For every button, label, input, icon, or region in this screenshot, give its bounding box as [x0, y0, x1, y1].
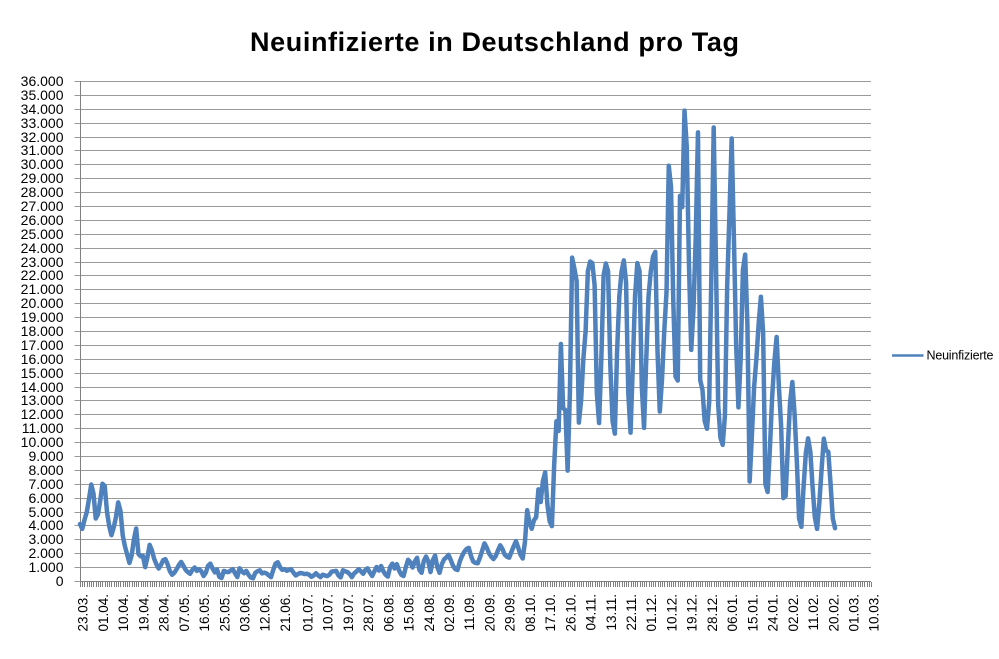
svg-text:23.03.: 23.03. — [76, 594, 91, 632]
svg-text:13.11.: 13.11. — [604, 594, 619, 631]
svg-text:26.000: 26.000 — [21, 212, 64, 228]
svg-text:27.000: 27.000 — [21, 198, 64, 214]
svg-text:0: 0 — [56, 573, 64, 589]
svg-text:20.000: 20.000 — [21, 295, 64, 311]
svg-text:30.000: 30.000 — [21, 156, 64, 172]
svg-text:Neuinfizierte in Deutschland p: Neuinfizierte in Deutschland pro Tag — [250, 27, 739, 57]
svg-text:32.000: 32.000 — [21, 129, 64, 145]
svg-text:16.05.: 16.05. — [197, 594, 212, 632]
svg-text:25.000: 25.000 — [21, 226, 64, 242]
svg-text:15.000: 15.000 — [21, 365, 64, 381]
svg-text:17.000: 17.000 — [21, 337, 64, 353]
svg-text:01.07.: 01.07. — [300, 594, 315, 632]
svg-text:28.04.: 28.04. — [157, 594, 172, 632]
svg-text:19.000: 19.000 — [21, 309, 64, 325]
svg-text:28.07.: 28.07. — [361, 594, 376, 632]
svg-text:16.000: 16.000 — [21, 351, 64, 367]
svg-text:24.08.: 24.08. — [422, 594, 437, 632]
svg-text:26.10.: 26.10. — [563, 594, 578, 632]
svg-text:3.000: 3.000 — [28, 531, 63, 547]
svg-text:11.09.: 11.09. — [462, 594, 477, 631]
svg-text:21.06.: 21.06. — [278, 594, 293, 632]
svg-text:15.08.: 15.08. — [402, 594, 417, 632]
svg-text:2.000: 2.000 — [28, 545, 63, 561]
svg-text:08.10.: 08.10. — [523, 594, 538, 632]
svg-text:36.000: 36.000 — [21, 73, 64, 89]
svg-text:02.02.: 02.02. — [786, 594, 801, 632]
svg-text:19.07.: 19.07. — [341, 594, 356, 632]
svg-text:23.000: 23.000 — [21, 254, 64, 270]
svg-text:29.09.: 29.09. — [503, 594, 518, 632]
svg-text:21.000: 21.000 — [21, 281, 64, 297]
svg-text:13.000: 13.000 — [21, 392, 64, 408]
svg-text:14.000: 14.000 — [21, 379, 64, 395]
svg-text:10.03.: 10.03. — [867, 594, 882, 632]
svg-text:24.000: 24.000 — [21, 240, 64, 256]
svg-text:9.000: 9.000 — [28, 448, 63, 464]
svg-text:5.000: 5.000 — [28, 504, 63, 520]
svg-text:18.000: 18.000 — [21, 323, 64, 339]
svg-text:4.000: 4.000 — [28, 517, 63, 533]
svg-text:12.06.: 12.06. — [258, 594, 273, 632]
svg-text:10.04.: 10.04. — [116, 594, 131, 632]
svg-text:28.12.: 28.12. — [705, 594, 720, 632]
svg-text:33.000: 33.000 — [21, 115, 64, 131]
svg-text:11.000: 11.000 — [22, 420, 64, 436]
svg-text:1.000: 1.000 — [28, 559, 63, 575]
svg-text:25.05.: 25.05. — [217, 594, 232, 632]
svg-text:29.000: 29.000 — [21, 170, 64, 186]
svg-text:20.02.: 20.02. — [826, 594, 841, 632]
svg-text:28.000: 28.000 — [21, 184, 64, 200]
svg-text:01.12.: 01.12. — [644, 594, 659, 632]
svg-text:01.04.: 01.04. — [96, 594, 111, 632]
svg-text:34.000: 34.000 — [21, 101, 64, 117]
svg-text:22.11.: 22.11. — [624, 594, 639, 631]
svg-text:19.12.: 19.12. — [685, 594, 700, 632]
svg-text:07.05.: 07.05. — [177, 594, 192, 632]
svg-text:24.01.: 24.01. — [766, 594, 781, 632]
svg-text:04.11.: 04.11. — [584, 594, 599, 631]
svg-text:10.07.: 10.07. — [321, 594, 336, 632]
svg-text:12.000: 12.000 — [21, 406, 64, 422]
svg-text:17.10.: 17.10. — [543, 594, 558, 632]
svg-text:11.02.: 11.02. — [806, 594, 821, 631]
svg-text:20.09.: 20.09. — [482, 594, 497, 632]
svg-text:35.000: 35.000 — [21, 87, 64, 103]
svg-text:02.09.: 02.09. — [442, 594, 457, 632]
svg-text:06.08.: 06.08. — [381, 594, 396, 632]
svg-text:7.000: 7.000 — [28, 476, 63, 492]
svg-text:22.000: 22.000 — [21, 267, 64, 283]
svg-text:31.000: 31.000 — [21, 142, 64, 158]
svg-text:03.06.: 03.06. — [238, 594, 253, 632]
svg-text:01.03.: 01.03. — [846, 594, 861, 632]
svg-text:19.04.: 19.04. — [136, 594, 151, 632]
svg-text:10.12.: 10.12. — [664, 594, 679, 632]
svg-text:06.01.: 06.01. — [725, 594, 740, 632]
svg-text:8.000: 8.000 — [28, 462, 63, 478]
svg-text:Neuinfizierte: Neuinfizierte — [927, 349, 994, 363]
svg-text:6.000: 6.000 — [28, 490, 63, 506]
svg-text:15.01.: 15.01. — [745, 594, 760, 632]
svg-text:10.000: 10.000 — [21, 434, 64, 450]
